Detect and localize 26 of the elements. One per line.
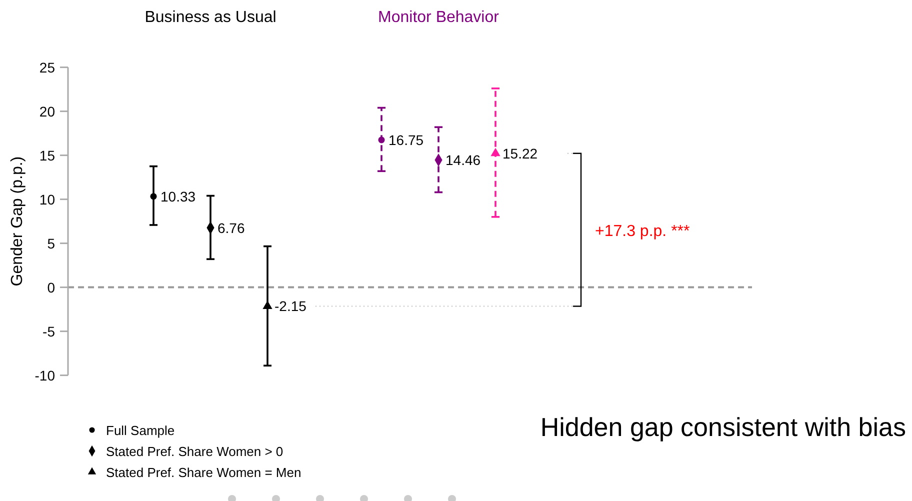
legend-label: Full Sample (106, 423, 175, 438)
legend-label: Stated Pref. Share Women > 0 (106, 444, 284, 459)
point (378, 136, 385, 144)
y-tick-label: 25 (39, 59, 56, 76)
legend-label: Stated Pref. Share Women = Men (106, 465, 302, 480)
data-label: 15.22 (502, 145, 538, 162)
text: Business as Usual (144, 9, 276, 26)
point (262, 300, 272, 309)
point (150, 193, 157, 200)
data-label: -2.15 (274, 298, 307, 314)
data-label: 16.75 (388, 132, 424, 148)
text: Monitor Behavior (378, 9, 500, 26)
data-label: 10.33 (160, 188, 196, 204)
y-tick-label: 20 (39, 103, 56, 120)
annotation: +17.3 p.p. *** (595, 222, 690, 240)
y-tick-label: 5 (47, 235, 56, 252)
text: Hidden gap consistent with bias (540, 412, 906, 442)
data-label: 6.76 (218, 220, 245, 236)
y-tick-label: 0 (47, 279, 56, 296)
point (490, 148, 500, 156)
y-tick-label: -10 (34, 367, 56, 384)
y-tick-label: 15 (39, 147, 56, 164)
y-axis-title: Gender Gap (p.p.) (9, 156, 26, 286)
y-tick-label: -5 (42, 323, 56, 340)
data-label: 14.46 (446, 152, 481, 168)
y-tick-label: 10 (39, 191, 56, 208)
